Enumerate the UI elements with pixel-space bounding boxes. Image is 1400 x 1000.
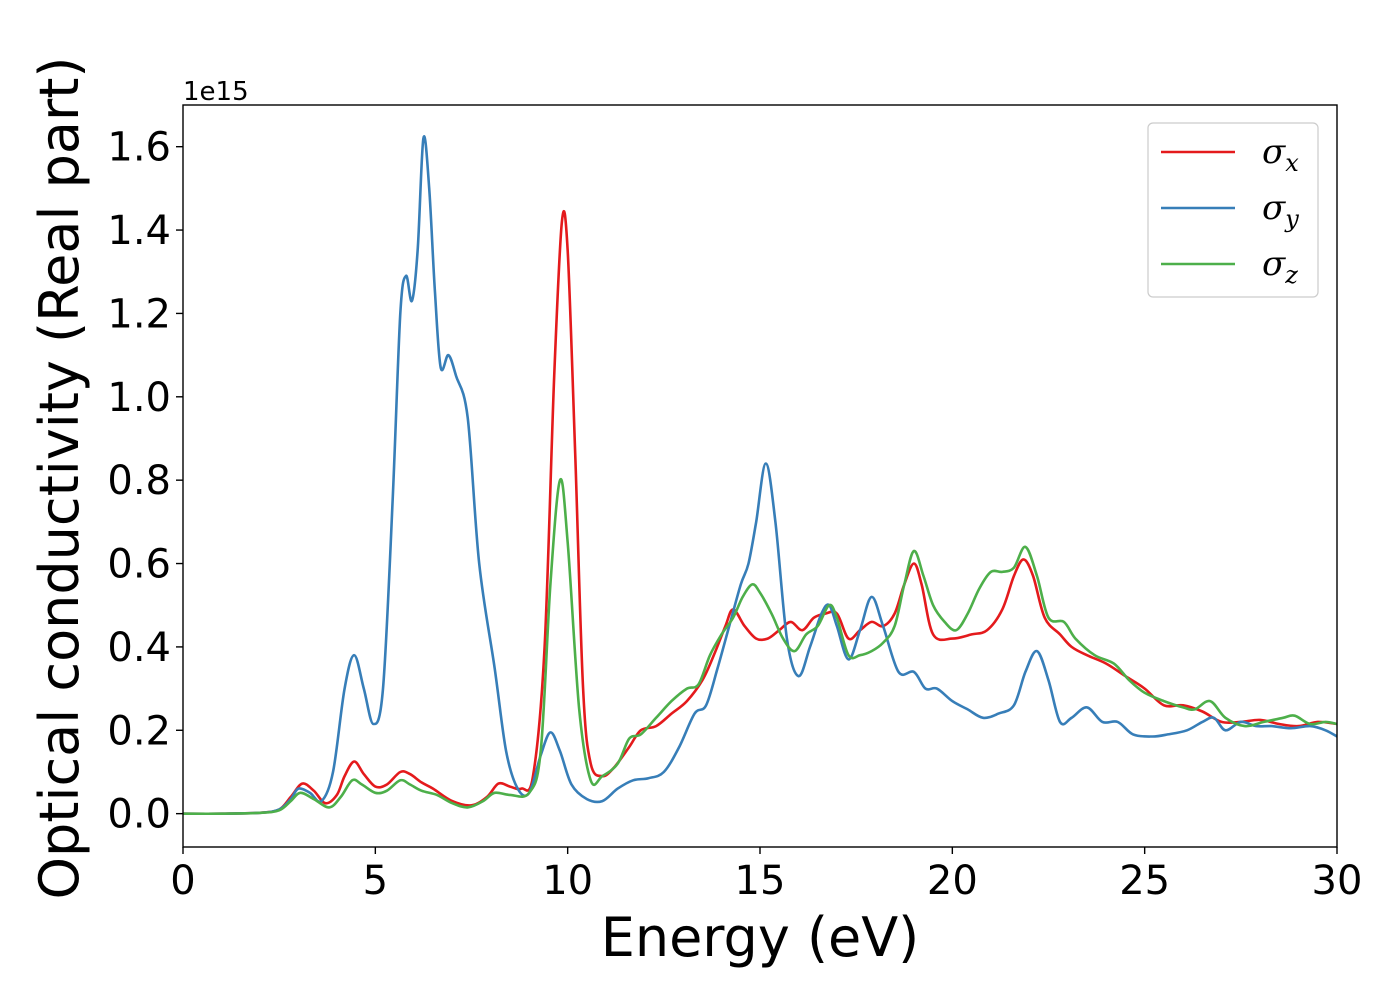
series-line-z [183,477,1337,816]
series-line-x [183,209,1337,816]
x-tick-label: 25 [1119,858,1170,904]
y-tick-label: 1.2 [107,291,171,337]
legend-box [1147,122,1319,298]
x-tick-label: 5 [363,858,388,904]
x-tick-label: 20 [927,858,978,904]
y-offset-label: 1e15 [183,77,249,107]
y-tick-label: 0.4 [107,625,171,671]
x-tick-label: 0 [170,858,195,904]
legend-label-y: σy [1262,188,1299,233]
y-tick-label: 0.2 [107,708,171,754]
legend-label-x: σx [1262,132,1299,177]
y-axis-title: Optical conductivity (Real part) [28,57,91,900]
y-tick-label: 0.0 [107,792,171,838]
x-tick-label: 10 [542,858,593,904]
x-tick-label: 30 [1312,858,1363,904]
y-tick-label: 1.4 [107,208,171,254]
legend-label-z: σz [1262,244,1298,289]
series-layer [183,135,1337,816]
x-tick-label: 15 [735,858,786,904]
x-axis-ticks: 0 5 10 15 20 25 30 [170,847,1362,904]
legend-items: σx σy σz [1161,132,1299,289]
x-axis-title: Energy (eV) [601,906,920,969]
y-axis-ticks: 0.0 0.2 0.4 0.6 0.8 1.0 1.2 1.4 1.6 [107,125,183,838]
y-tick-label: 0.6 [107,542,171,588]
y-tick-label: 0.8 [107,458,171,504]
legend: σx σy σz [1147,122,1319,298]
y-tick-label: 1.6 [107,125,171,171]
y-tick-label: 1.0 [107,375,171,421]
series-line-y [183,135,1337,816]
